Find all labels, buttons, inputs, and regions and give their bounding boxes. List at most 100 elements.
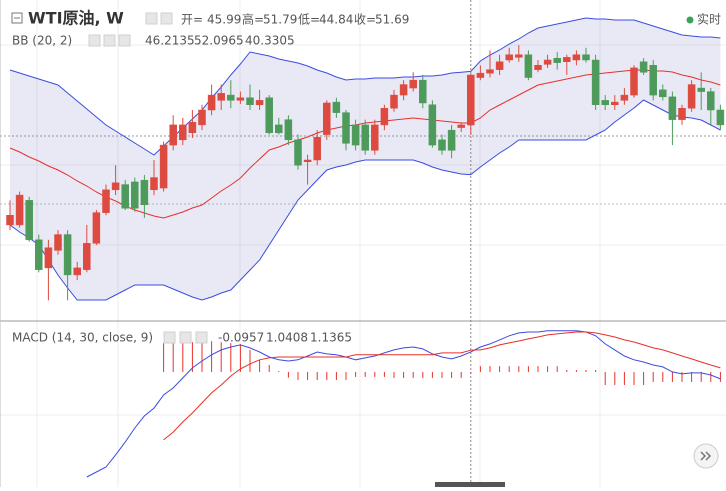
candle-body: [467, 74, 475, 126]
candle-body: [505, 54, 513, 61]
candle-body: [601, 100, 609, 105]
candle-body: [159, 144, 168, 189]
candle-body: [217, 93, 225, 101]
icon-button[interactable]: [195, 331, 208, 344]
candle-body: [92, 212, 101, 244]
candle-body: [572, 54, 581, 61]
bb-label: BB (20, 2): [12, 34, 72, 48]
candle-body: [169, 124, 177, 146]
candle-body: [553, 57, 561, 63]
candle-body: [630, 67, 638, 96]
macd-value: 1.0408: [266, 331, 308, 345]
candle-body: [83, 243, 91, 270]
candle-body: [447, 129, 456, 151]
candle-body: [140, 179, 149, 205]
candle-body: [313, 136, 321, 161]
icon-button[interactable]: [103, 34, 116, 47]
candle-body: [380, 107, 389, 126]
candle-body: [438, 139, 446, 151]
bb-lower-value: 40.3305: [245, 34, 295, 48]
candle-body: [25, 200, 33, 241]
candle-body: [207, 94, 216, 111]
close-label: 收=: [354, 13, 376, 27]
candle-body: [697, 87, 705, 92]
icon-button[interactable]: [160, 12, 173, 25]
candle-body: [54, 234, 62, 251]
candle-body: [707, 91, 715, 111]
candle-body: [428, 104, 437, 146]
candle-body: [332, 101, 341, 113]
realtime-dot: [686, 16, 694, 24]
macd-label: MACD (14, 30, close, 9): [12, 331, 153, 345]
candle-body: [620, 94, 629, 101]
candle-body: [515, 54, 523, 58]
high-value: 51.79: [263, 13, 297, 27]
candle-body: [486, 69, 494, 74]
candle-body: [44, 247, 53, 269]
signal-line: [163, 331, 721, 441]
scroll-icon: [700, 451, 712, 461]
marks: [6, 0, 725, 487]
bb-middle-value: 46.2135: [145, 34, 195, 48]
candle-body: [102, 189, 110, 213]
candle-body: [198, 109, 206, 126]
icon-button[interactable]: [88, 34, 101, 47]
close-value: 51.69: [375, 13, 409, 27]
candle-body: [246, 97, 254, 105]
candle-body: [371, 124, 379, 151]
candle-body: [668, 96, 677, 120]
candle-body: [323, 102, 331, 135]
candle-body: [409, 79, 417, 89]
bb-upper: [9, 17, 721, 156]
candle-body: [457, 124, 465, 128]
candle-body: [236, 97, 245, 101]
icon-button[interactable]: [118, 34, 131, 47]
low-label: 低=: [298, 13, 320, 27]
candle-body: [294, 139, 302, 166]
candle-body: [255, 100, 264, 105]
candle-body: [534, 65, 542, 70]
signal-value: 1.1365: [310, 331, 352, 345]
high-label: 高=: [242, 12, 264, 27]
candle-body: [687, 84, 696, 109]
candle-body: [15, 194, 24, 226]
candle-body: [495, 61, 504, 70]
candle-body: [227, 94, 235, 101]
icon-button[interactable]: [163, 331, 176, 344]
candle-body: [35, 239, 43, 270]
candle-body: [361, 124, 369, 151]
candle-body: [649, 65, 657, 96]
bb-lower: [9, 99, 721, 301]
open-label: 开=: [181, 13, 203, 27]
candle-body: [582, 54, 590, 61]
candle-body: [591, 59, 600, 105]
chart-title: WTI原油, W: [28, 9, 124, 28]
candle-body: [63, 234, 72, 276]
candle-body: [73, 267, 81, 276]
candle-body: [179, 124, 187, 141]
candle-body: [611, 101, 619, 105]
bb-upper-value: 52.0965: [194, 34, 244, 48]
candle-body: [716, 109, 725, 126]
icon-button[interactable]: [145, 12, 158, 25]
candle-body: [419, 79, 427, 104]
histogram-value: -0.0957: [218, 331, 264, 345]
candle-body: [639, 61, 648, 73]
realtime-label: 实时: [697, 12, 721, 27]
candle-body: [121, 184, 129, 209]
band-fill: [10, 17, 721, 301]
candle-body: [678, 107, 686, 120]
candle-body: [543, 59, 552, 65]
title-icons: [88, 12, 208, 344]
candle-body: [150, 177, 158, 191]
candle-body: [303, 159, 312, 163]
icon-button[interactable]: [179, 331, 192, 344]
macd-line: [86, 330, 721, 478]
candle-body: [111, 182, 120, 191]
candle-body: [275, 124, 283, 134]
cursor-time-marker: [435, 482, 505, 487]
candle-body: [188, 122, 197, 134]
candle-body: [476, 72, 485, 78]
